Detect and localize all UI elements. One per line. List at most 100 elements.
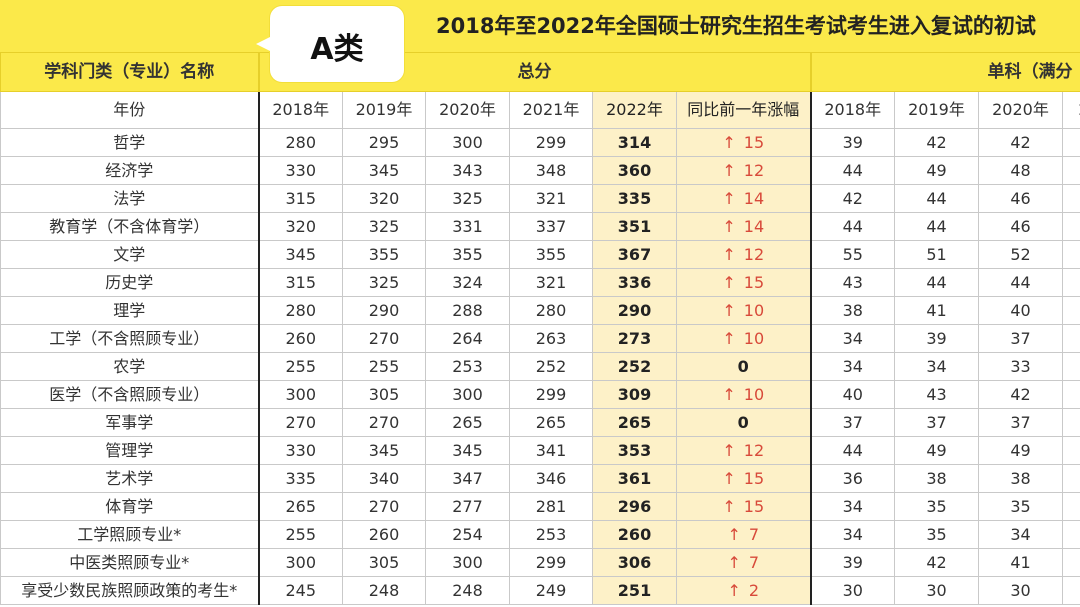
change-value: 10 (743, 329, 765, 348)
single-score-cut (1062, 296, 1080, 325)
yoy-change: ↑ 14 (676, 184, 811, 213)
total-score: 300 (425, 380, 510, 409)
single-score: 38 (978, 464, 1063, 493)
total-score: 248 (342, 576, 426, 605)
single-score-cut (1062, 464, 1080, 493)
table-row: 军事学 270 270 265 265 265 0 37 37 37 (0, 408, 1080, 437)
total-score: 305 (342, 380, 426, 409)
change-value: 14 (743, 189, 765, 208)
yoy-change: ↑ 12 (676, 240, 811, 269)
yoy-change: ↑ 7 (676, 548, 811, 577)
yoy-change: 0 (676, 408, 811, 437)
single-score-cut (1062, 548, 1080, 577)
subject-name: 中医类照顾专业* (0, 548, 259, 577)
table-row: 哲学 280 295 300 299 314 ↑ 15 39 42 42 (0, 128, 1080, 157)
yoy-change: ↑ 15 (676, 492, 811, 521)
total-score: 253 (509, 520, 593, 549)
yoy-change: ↑ 15 (676, 464, 811, 493)
yoy-change: ↑ 10 (676, 380, 811, 409)
subject-name: 经济学 (0, 156, 259, 185)
single-year-header: 2018年 (809, 91, 895, 129)
table-row: 体育学 265 270 277 281 296 ↑ 15 34 35 35 (0, 492, 1080, 521)
total-score: 355 (509, 240, 593, 269)
single-score-cut (1062, 128, 1080, 157)
change-header: 同比前一年涨幅 (676, 91, 811, 129)
total-score-2022: 290 (592, 296, 677, 325)
total-score: 265 (425, 408, 510, 437)
single-score: 34 (809, 352, 895, 381)
total-score: 270 (342, 492, 426, 521)
table-row: 中医类照顾专业* 300 305 300 299 306 ↑ 7 39 42 41 (0, 548, 1080, 577)
total-year-header: 2018年 (257, 91, 343, 129)
total-score: 321 (509, 268, 593, 297)
change-value: 7 (748, 553, 760, 572)
total-score: 299 (509, 548, 593, 577)
single-score: 49 (894, 436, 979, 465)
total-score: 252 (509, 352, 593, 381)
single-score: 44 (894, 184, 979, 213)
total-score: 280 (257, 128, 343, 157)
total-score: 324 (425, 268, 510, 297)
yoy-change: ↑ 2 (676, 576, 811, 605)
subject-name: 法学 (0, 184, 259, 213)
single-score: 44 (894, 212, 979, 241)
change-value: 15 (743, 497, 765, 516)
single-score: 42 (978, 128, 1063, 157)
single-score-cut (1062, 408, 1080, 437)
single-score: 49 (978, 436, 1063, 465)
total-score: 270 (257, 408, 343, 437)
single-score: 44 (978, 268, 1063, 297)
single-score: 35 (894, 492, 979, 521)
yoy-change: ↑ 15 (676, 128, 811, 157)
single-score: 39 (894, 324, 979, 353)
single-score: 35 (978, 492, 1063, 521)
single-score-cut (1062, 576, 1080, 605)
single-score-cut (1062, 184, 1080, 213)
total-score-2022: 296 (592, 492, 677, 521)
total-score: 320 (257, 212, 343, 241)
single-score: 34 (809, 492, 895, 521)
single-score: 42 (894, 128, 979, 157)
total-score: 340 (342, 464, 426, 493)
subject-name: 艺术学 (0, 464, 259, 493)
table-row: 管理学 330 345 345 341 353 ↑ 12 44 49 49 (0, 436, 1080, 465)
subject-name: 医学（不含照顾专业） (0, 380, 259, 409)
up-arrow-icon: ↑ (722, 329, 736, 348)
total-score: 300 (257, 380, 343, 409)
single-score-cut (1062, 436, 1080, 465)
table-row: 历史学 315 325 324 321 336 ↑ 15 43 44 44 (0, 268, 1080, 297)
single-score: 33 (978, 352, 1063, 381)
total-score: 300 (257, 548, 343, 577)
table-row: 文学 345 355 355 355 367 ↑ 12 55 51 52 (0, 240, 1080, 269)
single-score: 36 (809, 464, 895, 493)
single-score-cut (1062, 380, 1080, 409)
yoy-change: ↑ 7 (676, 520, 811, 549)
total-score: 255 (342, 352, 426, 381)
single-score: 39 (809, 548, 895, 577)
change-value: 15 (743, 133, 765, 152)
total-score: 290 (342, 296, 426, 325)
subject-name: 工学照顾专业* (0, 520, 259, 549)
change-value: 15 (743, 273, 765, 292)
subject-name: 文学 (0, 240, 259, 269)
subject-name: 哲学 (0, 128, 259, 157)
total-score-2022: 335 (592, 184, 677, 213)
change-value: 15 (743, 469, 765, 488)
total-year-header: 2020年 (425, 91, 510, 129)
total-score: 321 (509, 184, 593, 213)
table-row: 医学（不含照顾专业） 300 305 300 299 309 ↑ 10 40 43 42 (0, 380, 1080, 409)
total-score-2022: 306 (592, 548, 677, 577)
table-row: 教育学（不含体育学） 320 325 331 337 351 ↑ 14 44 44 46 (0, 212, 1080, 241)
total-score: 346 (509, 464, 593, 493)
year-label: 年份 (0, 91, 259, 129)
badge-pointer (256, 36, 272, 52)
subject-name: 农学 (0, 352, 259, 381)
total-score: 255 (257, 520, 343, 549)
total-score: 295 (342, 128, 426, 157)
total-score: 331 (425, 212, 510, 241)
up-arrow-icon: ↑ (722, 189, 736, 208)
single-score: 41 (978, 548, 1063, 577)
up-arrow-icon: ↑ (722, 301, 736, 320)
single-score: 38 (894, 464, 979, 493)
badge-label: A类 (310, 32, 364, 67)
